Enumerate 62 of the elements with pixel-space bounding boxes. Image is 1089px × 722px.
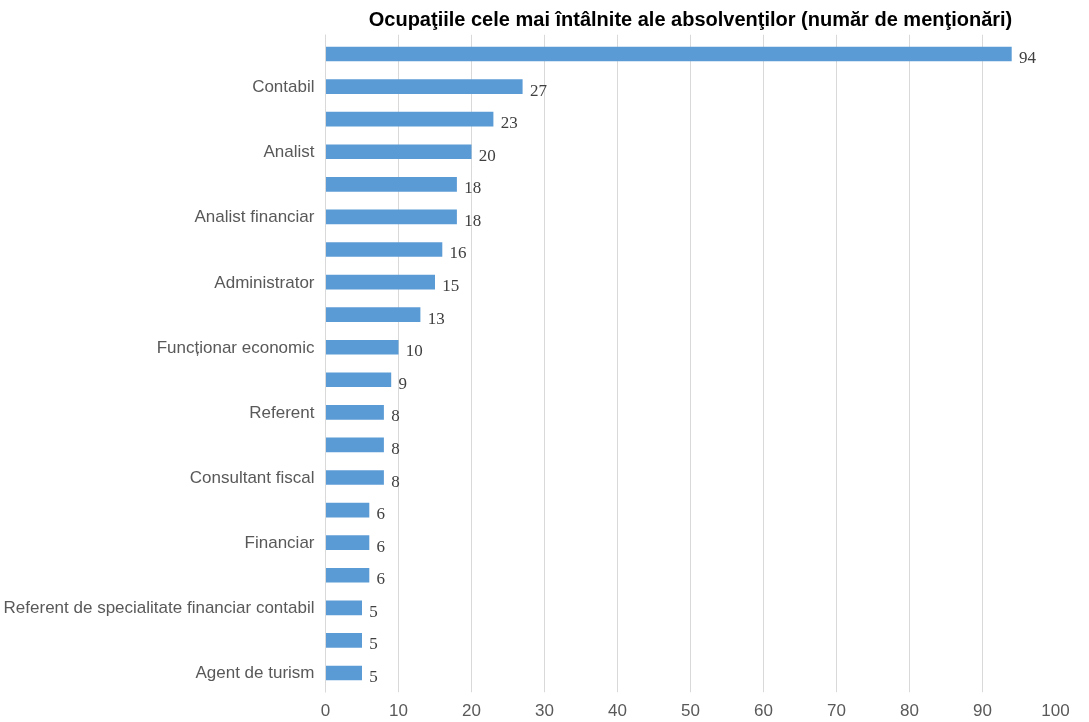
bar: [325, 665, 362, 681]
y-tick-label: Analist: [263, 142, 315, 162]
x-tick-label: 0: [320, 700, 331, 720]
data-label: 16: [449, 243, 467, 263]
bar: [325, 307, 421, 322]
data-label: 8: [391, 438, 400, 458]
bar: [325, 209, 457, 225]
x-tick-label: 50: [681, 700, 700, 720]
data-label: 10: [405, 341, 423, 361]
bar: [325, 502, 370, 518]
data-label: 5: [369, 666, 378, 686]
bar: [325, 405, 384, 420]
bar: [325, 372, 392, 388]
data-label: 27: [529, 80, 548, 100]
x-tick-label: 90: [973, 700, 992, 720]
bar: [325, 111, 494, 127]
bar: [325, 600, 362, 616]
x-tick-label: 70: [827, 700, 846, 720]
bar: [325, 633, 362, 648]
data-label: 13: [427, 308, 445, 328]
chart-title: Ocupaţiile cele mai întâlnite ale absolvenţilor (număr de menţionări): [368, 7, 1013, 30]
y-tick-label: Referent de specialitate financiar contabil: [3, 598, 315, 618]
data-label: 23: [500, 113, 518, 133]
x-tick-label: 30: [535, 700, 554, 720]
bar: [325, 242, 443, 257]
x-tick-label: 20: [462, 700, 481, 720]
bar: [325, 46, 1012, 62]
bar: [325, 567, 370, 583]
data-label: 94: [1019, 48, 1037, 68]
y-tick-label: Administrator: [214, 272, 315, 292]
bar: [325, 339, 399, 355]
data-label: 8: [391, 406, 400, 426]
x-tick-label: 60: [754, 700, 773, 720]
data-label: 18: [464, 178, 482, 198]
y-tick-label: Funcționar economic: [156, 337, 315, 357]
y-tick-label: Agent de turism: [195, 663, 315, 683]
bar: [325, 470, 384, 485]
bar: [325, 144, 472, 160]
data-label: 9: [398, 373, 407, 393]
y-tick-label: Contabil: [252, 77, 315, 97]
x-tick-label: 40: [608, 700, 627, 720]
x-tick-label: 80: [900, 700, 919, 720]
x-tick-label: 100: [1041, 700, 1070, 720]
bar: [325, 535, 370, 550]
bar: [325, 177, 457, 192]
data-label: 6: [376, 536, 386, 556]
x-tick-label: 10: [389, 700, 408, 720]
y-tick-label: Referent: [249, 402, 315, 422]
y-tick-label: Financiar: [244, 533, 315, 553]
data-label: 20: [478, 145, 496, 165]
data-label: 8: [391, 471, 400, 491]
data-label: 15: [442, 276, 460, 296]
data-label: 6: [376, 504, 386, 524]
data-label: 5: [369, 601, 378, 621]
bar: [325, 274, 435, 290]
y-tick-label: Consultant fiscal: [189, 468, 315, 488]
data-label: 6: [376, 569, 386, 589]
y-tick-label: Analist financiar: [194, 207, 315, 227]
data-label: 18: [464, 210, 482, 230]
bar: [325, 437, 384, 453]
bar: [325, 79, 523, 94]
data-label: 5: [369, 634, 378, 654]
